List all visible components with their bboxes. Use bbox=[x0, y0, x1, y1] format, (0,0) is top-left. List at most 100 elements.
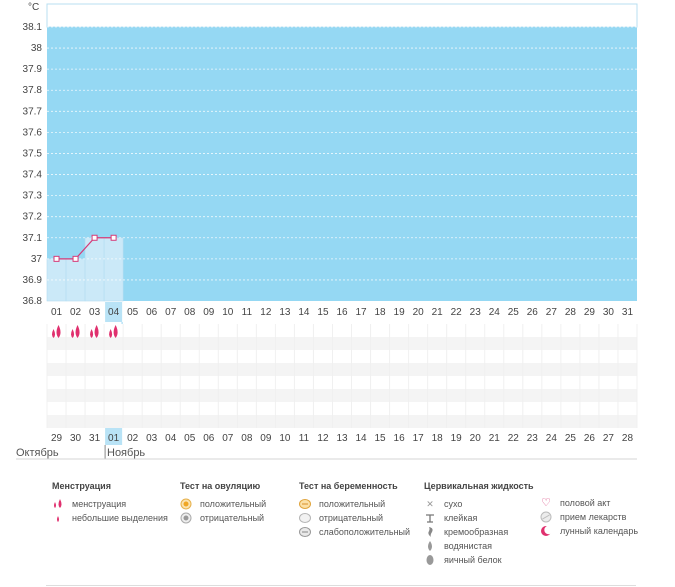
legend-title: Менструация bbox=[52, 481, 111, 491]
calendar-date-label: 26 bbox=[584, 433, 596, 444]
cycle-day-label: 11 bbox=[242, 307, 253, 318]
calendar-date-label: 28 bbox=[622, 433, 634, 444]
calendar-date-label: 15 bbox=[375, 433, 387, 444]
month-label-prev: Октябрь bbox=[16, 447, 59, 459]
temperature-point bbox=[53, 255, 60, 262]
y-tick-label: 37.5 bbox=[23, 148, 43, 159]
menstruation-icon bbox=[90, 329, 94, 338]
legend-cervical-fluid: Цервикальная жидкость ✕ сухо клейкая кре… bbox=[424, 481, 534, 567]
legend-item: яичный белок bbox=[424, 553, 534, 567]
y-tick-label: 37.7 bbox=[23, 106, 43, 117]
calendar-date-label: 12 bbox=[317, 433, 329, 444]
cycle-day-label: 03 bbox=[89, 307, 101, 318]
symptom-row bbox=[47, 415, 637, 428]
y-tick-label: 37.3 bbox=[23, 191, 43, 202]
calendar-date-label: 07 bbox=[222, 433, 234, 444]
calendar-date-label: 10 bbox=[279, 433, 291, 444]
cycle-day-label: 24 bbox=[489, 307, 501, 318]
y-tick-label: 38 bbox=[31, 43, 43, 54]
symptom-row bbox=[47, 389, 637, 402]
plot-top-band bbox=[46, 3, 638, 28]
cycle-day-label: 27 bbox=[546, 307, 558, 318]
legend-item: менструация bbox=[52, 497, 168, 511]
legend-title: Тест на овуляцию bbox=[180, 481, 261, 491]
bottom-divider bbox=[46, 585, 636, 586]
calendar-date-label: 29 bbox=[51, 433, 63, 444]
egg-white-icon bbox=[424, 554, 436, 566]
temperature-point bbox=[91, 234, 98, 241]
pregnancy-weak-icon bbox=[299, 526, 311, 538]
symptom-row bbox=[47, 324, 637, 337]
symptom-row bbox=[47, 350, 637, 363]
blood-drops-icon bbox=[52, 498, 64, 510]
cycle-day-label: 14 bbox=[298, 307, 310, 318]
cycle-day-label: 04 bbox=[108, 307, 120, 318]
cycle-day-label: 13 bbox=[279, 307, 291, 318]
calendar-date-label: 25 bbox=[565, 433, 577, 444]
calendar-date-label: 16 bbox=[394, 433, 406, 444]
calendar-date-label: 31 bbox=[89, 433, 101, 444]
y-tick-label: 37 bbox=[31, 254, 43, 265]
temperature-line bbox=[56, 237, 114, 260]
legend-menstruation: Менструация менструация небольшие выделе… bbox=[52, 481, 168, 525]
calendar-date-label: 04 bbox=[165, 433, 177, 444]
calendar-date-label: 09 bbox=[260, 433, 272, 444]
y-tick-label: 36.8 bbox=[23, 296, 43, 307]
legend-item: положительный bbox=[299, 497, 410, 511]
temperature-fill bbox=[103, 237, 124, 302]
cycle-day-label: 12 bbox=[260, 307, 272, 318]
cycle-day-label: 28 bbox=[565, 307, 577, 318]
negative-test-icon bbox=[180, 512, 192, 524]
month-start-highlight bbox=[105, 428, 123, 445]
cycle-day-label: 15 bbox=[317, 307, 329, 318]
cycle-day-label: 08 bbox=[184, 307, 196, 318]
symptom-row bbox=[47, 363, 637, 376]
pregnancy-negative-icon bbox=[299, 512, 311, 524]
menstruation-icon bbox=[109, 329, 113, 338]
cycle-day-label: 25 bbox=[508, 307, 520, 318]
cycle-day-label: 07 bbox=[165, 307, 177, 318]
legend-item: клейкая bbox=[424, 511, 534, 525]
current-day-highlight bbox=[105, 302, 123, 322]
y-tick-label: 37.2 bbox=[23, 212, 43, 223]
calendar-date-label: 13 bbox=[336, 433, 348, 444]
symptom-row bbox=[47, 376, 637, 389]
cycle-day-label: 09 bbox=[203, 307, 215, 318]
cycle-day-label: 22 bbox=[451, 307, 463, 318]
menstruation-icon bbox=[71, 329, 75, 338]
calendar-date-label: 02 bbox=[127, 433, 139, 444]
legend-title: Тест на беременность bbox=[299, 481, 398, 491]
calendar-date-label: 21 bbox=[489, 433, 501, 444]
legend-item: ✕ сухо bbox=[424, 497, 534, 511]
calendar-date-label: 18 bbox=[432, 433, 444, 444]
menstruation-icon bbox=[52, 329, 56, 338]
y-tick-label: 37.9 bbox=[23, 64, 43, 75]
symptom-row bbox=[47, 402, 637, 415]
calendar-date-label: 14 bbox=[355, 433, 367, 444]
menstruation-icon bbox=[56, 325, 61, 338]
watery-icon bbox=[424, 540, 436, 552]
menstruation-icon bbox=[75, 325, 80, 338]
calendar-date-label: 08 bbox=[241, 433, 253, 444]
pill-icon bbox=[540, 511, 552, 523]
calendar-date-label: 05 bbox=[184, 433, 196, 444]
legend-item: прием лекарств bbox=[540, 510, 638, 524]
calendar-date-label: 23 bbox=[527, 433, 539, 444]
cycle-day-label: 01 bbox=[51, 307, 63, 318]
calendar-date-label: 03 bbox=[146, 433, 158, 444]
y-tick-label: 37.8 bbox=[23, 85, 43, 96]
legend-item: ♡ половой акт bbox=[541, 497, 611, 509]
cycle-day-label: 17 bbox=[355, 307, 367, 318]
pregnancy-positive-icon bbox=[299, 498, 311, 510]
cycle-day-label: 10 bbox=[222, 307, 234, 318]
month-label-next: Ноябрь bbox=[107, 447, 146, 459]
y-tick-label: 37.6 bbox=[23, 127, 43, 138]
cycle-day-label: 23 bbox=[470, 307, 482, 318]
calendar-date-label: 20 bbox=[470, 433, 482, 444]
small-drop-icon bbox=[52, 512, 64, 524]
cycle-day-label: 19 bbox=[394, 307, 406, 318]
cycle-day-label: 29 bbox=[584, 307, 596, 318]
cycle-day-label: 16 bbox=[336, 307, 348, 318]
moon-icon bbox=[540, 525, 553, 537]
